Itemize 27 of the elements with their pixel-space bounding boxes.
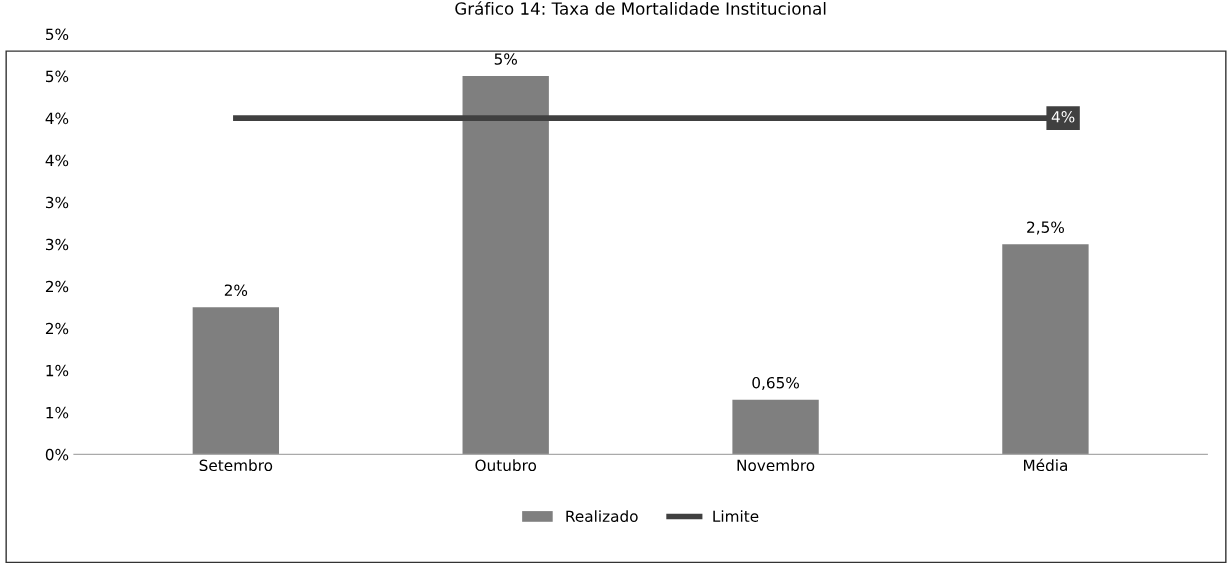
chart-title: Gráfico 14: Taxa de Mortalidade Institucional	[455, 1, 826, 15]
y-tick-label: 5%	[46, 28, 69, 41]
x-tick-label: Novembro	[737, 459, 815, 472]
legend-label: Limite	[713, 510, 759, 523]
y-tick-label: 1%	[46, 406, 69, 419]
y-tick-label: 4%	[45, 154, 69, 167]
x-tick-label: Setembro	[199, 459, 273, 472]
y-tick-label: 3%	[45, 196, 69, 209]
bar	[1002, 244, 1089, 455]
x-tick-label: Média	[1023, 458, 1067, 472]
data-label: 0,65%	[752, 376, 799, 391]
data-label: 2%	[224, 284, 248, 296]
bar	[462, 76, 549, 455]
data-label: 4%	[1051, 111, 1075, 123]
y-tick-label: 5%	[46, 70, 69, 83]
y-tick-label: 0%	[45, 448, 69, 461]
y-tick-label: 1%	[46, 364, 69, 377]
bar	[732, 399, 819, 455]
y-tick-label: 4%	[45, 112, 69, 125]
y-tick-label: 3%	[45, 238, 69, 251]
x-tick-label: Outubro	[475, 459, 537, 472]
legend-label: Realizado	[566, 510, 638, 523]
data-label: 5%	[494, 53, 517, 65]
bar	[192, 307, 280, 455]
y-tick-label: 2%	[45, 322, 69, 335]
data-label: 2,5%	[1027, 221, 1064, 235]
y-tick-label: 2%	[45, 280, 69, 293]
